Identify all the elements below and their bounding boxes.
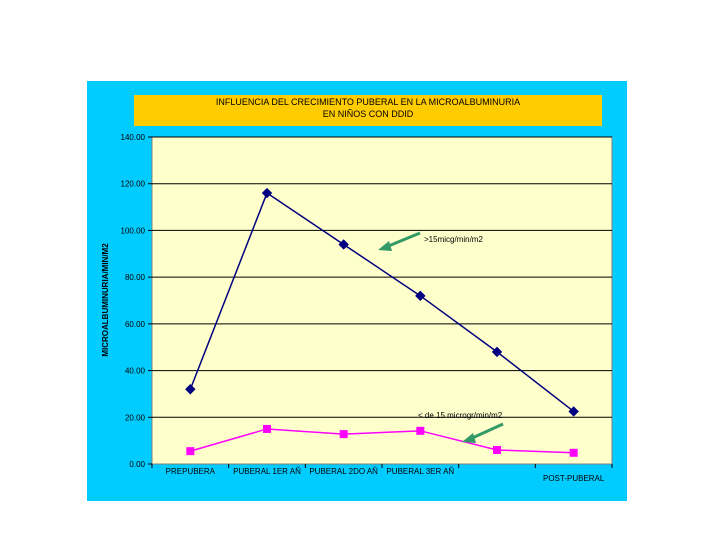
series-2-point [263, 424, 271, 433]
annotations: >15micg/min/m2 < de 15 microgr/min/m2 [378, 231, 504, 443]
series-2-point [493, 445, 501, 454]
y-tick-label: 40.00 [125, 367, 146, 376]
y-axis-label: MICROALBUMINURIA/MIN/M2 [101, 243, 110, 357]
y-tick-label: 140.00 [121, 133, 146, 142]
y-tick-label: 80.00 [125, 273, 146, 282]
series-2-point [416, 426, 425, 435]
series-1-point [491, 346, 503, 358]
y-tick-labels: 0.00 20.00 40.00 60.00 80.00 100.00 120.00 140.… [121, 133, 146, 469]
chart-title-line-1: INFLUENCIA DEL CRECIMIENTO PUBERAL EN LA… [216, 97, 520, 107]
y-tick-label: 120.00 [121, 180, 146, 189]
x-tick-label: POST-PUBERAL [543, 474, 605, 483]
x-tick-labels: PREPUBERA PUBERAL 1ER AÑ PUBERAL 2DO AÑ PUB… [151, 464, 613, 483]
y-tick-label: 20.00 [125, 413, 146, 422]
annotation-arrow-high-line [385, 231, 421, 249]
series-1-point [185, 384, 196, 395]
series-1-point [568, 406, 579, 417]
series-layer [185, 187, 579, 457]
series-line-2 [190, 428, 574, 454]
series-1-point [338, 239, 349, 250]
title-box [134, 95, 602, 126]
series-1-point [415, 290, 426, 302]
annotation-arrow-low-head [462, 433, 476, 443]
x-tick-label: PUBERAL 3ER AÑ [386, 467, 454, 476]
annotation-high-label: >15micg/min/m2 [424, 235, 483, 244]
plot-area [151, 136, 613, 465]
series-2-point [186, 447, 195, 456]
series-line-1 [189, 191, 575, 413]
series-2-point [339, 430, 348, 439]
x-tick-label: PUBERAL 1ER AÑ [233, 467, 301, 476]
series-1-point [261, 187, 273, 199]
grid-lines [148, 136, 612, 465]
series-2-point [569, 448, 578, 457]
y-tick-label: 0.00 [129, 460, 145, 469]
annotation-arrow-high-head [378, 241, 392, 251]
y-tick-label: 100.00 [121, 226, 146, 235]
annotation-arrow-low-line [469, 422, 504, 441]
x-tick-label: PUBERAL 2DO AÑ [309, 467, 378, 476]
x-tick-label: PREPUBERA [166, 467, 216, 476]
chart-title-line-2: EN NIÑOS CON DDID [323, 109, 414, 119]
annotation-low-label: < de 15 microgr/min/m2 [418, 411, 503, 420]
y-tick-label: 60.00 [125, 320, 146, 329]
